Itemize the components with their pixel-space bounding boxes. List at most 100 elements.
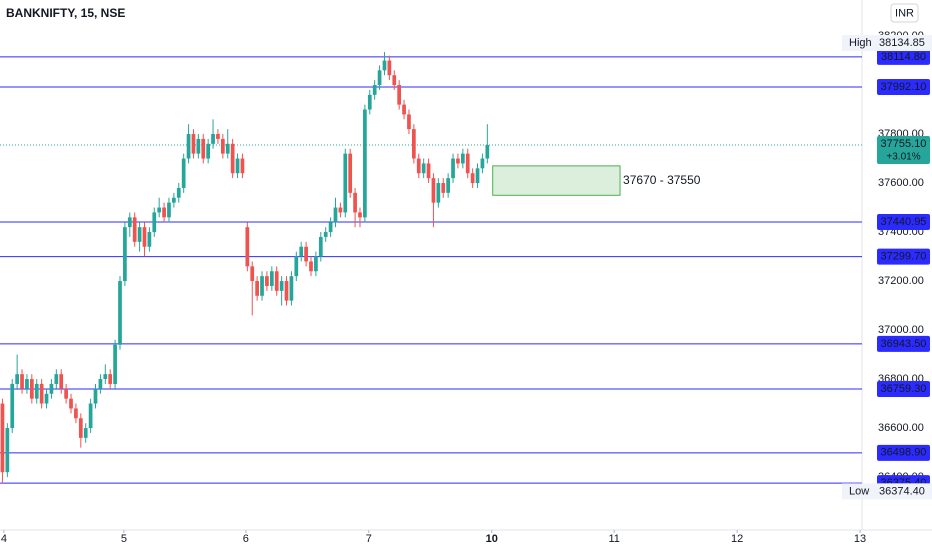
last-price-box: [877, 136, 930, 165]
candle-body: [59, 374, 64, 389]
candle-body: [15, 374, 20, 384]
candle-body: [64, 388, 68, 399]
candle-body: [83, 428, 88, 438]
stat-name: Low: [849, 485, 869, 497]
candle-body: [250, 266, 255, 282]
candle-body: [74, 408, 78, 419]
candle-body: [304, 246, 308, 262]
candle-body: [191, 134, 196, 154]
candle-body: [260, 276, 264, 296]
candle-body: [397, 85, 402, 105]
candle-body: [118, 281, 122, 345]
level-label: 36759.30: [881, 383, 927, 395]
candle-body: [279, 281, 284, 291]
candle-body: [176, 187, 181, 198]
candle-body: [240, 158, 245, 174]
candle-body: [363, 109, 367, 218]
candle-body: [201, 138, 206, 159]
stat-box: [842, 483, 932, 500]
candle-body: [460, 153, 465, 164]
level-label: 36498.90: [881, 447, 927, 459]
candle-body: [196, 138, 201, 154]
candle-body: [265, 276, 269, 286]
level-label: 36943.50: [881, 338, 927, 350]
candle-body: [10, 383, 15, 429]
candle-body: [407, 114, 411, 130]
candle-body: [186, 134, 191, 159]
level-label-box: [877, 335, 930, 352]
last-change-label: +3.01%: [886, 152, 920, 163]
level-label-box: [877, 48, 930, 65]
x-tick-label: 10: [486, 533, 498, 545]
candle-body: [172, 197, 176, 203]
candle-body: [225, 143, 230, 154]
candle-body: [318, 236, 323, 257]
zone-label: 37670 - 37550: [623, 173, 701, 187]
stat-name: High: [849, 37, 872, 49]
level-label: 37992.10: [881, 81, 927, 93]
zone-box: [492, 165, 621, 196]
stat-box: [842, 34, 932, 51]
candle-body: [446, 178, 451, 193]
candle-body: [245, 227, 250, 267]
candle-body: [426, 163, 431, 179]
candle-body: [49, 383, 54, 394]
candle-body: [465, 153, 470, 174]
candle-body: [343, 153, 348, 213]
candle-body: [402, 104, 406, 115]
candle-body: [181, 158, 186, 188]
candle-body: [235, 158, 240, 174]
candle-body: [451, 158, 455, 179]
candle-body: [323, 232, 328, 237]
candle-body: [69, 398, 73, 409]
candle-body: [137, 227, 142, 242]
candle-body: [377, 70, 382, 86]
candle-body: [480, 158, 485, 169]
y-tick-label: 37600.00: [878, 177, 924, 189]
candle-body: [220, 138, 225, 154]
level-label: 37299.70: [881, 251, 927, 263]
x-tick-label: 7: [366, 533, 372, 545]
candle-body: [123, 227, 127, 282]
stat-value: 36374.40: [879, 485, 925, 497]
candle-body: [162, 207, 166, 218]
candle-body: [299, 246, 304, 257]
candle-body: [436, 183, 441, 203]
level-label-box: [877, 248, 930, 265]
candle-body: [475, 168, 480, 184]
candle-body: [167, 202, 171, 218]
stat-value: 38134.85: [879, 37, 925, 49]
candle-body: [328, 222, 333, 233]
candle-body: [274, 271, 279, 291]
x-tick-label: 13: [854, 533, 866, 545]
candle-body: [338, 207, 343, 213]
y-tick-label: 37000.00: [878, 324, 924, 336]
currency-label[interactable]: INR: [895, 7, 914, 19]
candle-body: [25, 379, 29, 389]
candle-body: [392, 75, 397, 86]
candle-body: [358, 212, 362, 218]
level-label: 38114.80: [881, 51, 926, 63]
currency-button[interactable]: [890, 3, 919, 23]
candle-body: [54, 374, 59, 384]
candle-body: [255, 281, 259, 296]
candle-body: [127, 217, 132, 228]
candle-body: [132, 217, 137, 242]
candle-body: [20, 374, 24, 389]
level-label-box: [877, 444, 930, 461]
x-tick-label: 5: [121, 533, 127, 545]
candle-body: [39, 383, 44, 404]
candle-body: [88, 403, 93, 429]
x-tick-label: 11: [608, 533, 619, 545]
y-tick-label: 37200.00: [878, 275, 924, 287]
candle-body: [113, 344, 117, 384]
candle-body: [387, 60, 392, 76]
last-price-label: 37755.10: [881, 138, 927, 150]
candle-body: [34, 383, 39, 399]
candle-body: [485, 145, 490, 159]
candle-body: [269, 271, 274, 286]
candle-body: [230, 143, 235, 174]
candle-body: [147, 232, 152, 247]
candle-body: [284, 281, 289, 301]
